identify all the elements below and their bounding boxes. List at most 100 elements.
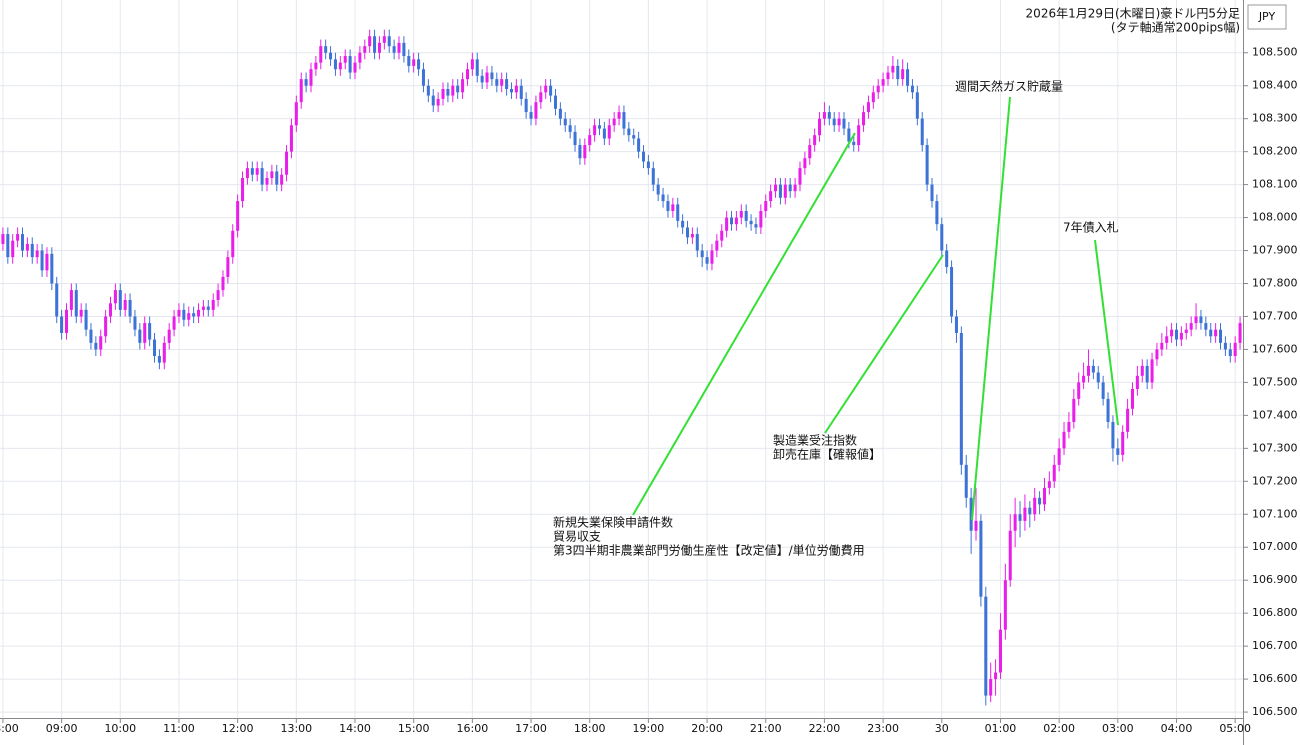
candle-body: [1121, 431, 1125, 455]
candle-body: [681, 220, 685, 228]
candle-body: [69, 290, 73, 310]
candle-body: [250, 168, 254, 175]
candle-body: [607, 125, 611, 139]
candle-body: [612, 118, 616, 126]
candle-body: [979, 520, 983, 597]
candle-body: [646, 161, 650, 169]
candle-body: [862, 112, 866, 126]
candle-body: [1052, 464, 1056, 482]
candle-body: [866, 102, 870, 113]
candle-body: [822, 112, 826, 119]
candle-body: [573, 131, 577, 146]
x-tick-label: 23:00: [867, 722, 899, 735]
candle-body: [11, 240, 15, 258]
y-tick-label: 107.500: [1252, 375, 1298, 388]
candle-body: [1214, 329, 1218, 337]
candle-body: [113, 290, 117, 304]
x-tick-label: 18:00: [574, 722, 606, 735]
candle-body: [676, 204, 680, 221]
candle-body: [358, 52, 362, 63]
candle-body: [539, 92, 543, 103]
candle-body: [656, 184, 660, 195]
y-tick-label: 108.000: [1252, 211, 1298, 224]
candle-body: [206, 306, 210, 310]
annotation-text: 貿易収支: [553, 530, 601, 544]
candle-body: [661, 194, 665, 202]
candle-body: [920, 118, 924, 146]
x-tick-label: 14:00: [339, 722, 371, 735]
candle-body: [402, 42, 406, 57]
x-tick-label: 04:00: [1161, 722, 1193, 735]
candle-body: [514, 85, 518, 93]
candle-body: [945, 250, 949, 268]
candle-body: [1013, 514, 1017, 531]
x-tick-label: 08:00: [0, 722, 19, 735]
y-tick-label: 107.800: [1252, 277, 1298, 290]
x-tick-label: 05:00: [1219, 722, 1251, 735]
candle-body: [700, 250, 704, 258]
candle-body: [451, 85, 455, 96]
candle-body: [998, 629, 1002, 673]
candle-body: [588, 135, 592, 146]
candle-body: [759, 210, 763, 228]
candle-body: [847, 128, 851, 142]
candle-body: [774, 184, 778, 192]
candle-body: [954, 316, 958, 333]
candle-body: [725, 217, 729, 231]
candle-body: [710, 250, 714, 264]
candle-body: [695, 234, 699, 251]
candle-body: [60, 316, 64, 333]
candle-body: [891, 65, 895, 73]
candle-body: [637, 138, 641, 152]
candle-body: [35, 250, 39, 258]
candle-body: [935, 201, 939, 225]
candle-body: [148, 323, 152, 340]
currency-label: JPY: [1258, 10, 1276, 23]
y-tick-label: 107.400: [1252, 408, 1298, 421]
candle-body: [412, 59, 416, 66]
candle-body: [1047, 481, 1051, 488]
y-tick-label: 106.900: [1252, 573, 1298, 586]
candle-body: [690, 234, 694, 238]
candle-body: [104, 316, 108, 337]
candle-body: [901, 69, 905, 80]
candle-body: [1028, 507, 1032, 515]
candle-body: [16, 234, 20, 241]
candle-body: [343, 56, 347, 63]
candle-body: [1067, 421, 1071, 432]
candle-body: [324, 46, 328, 53]
candle-body: [1086, 365, 1090, 376]
annotation-text: 新規失業保険申請件数: [553, 515, 673, 530]
axes: 106.500 106.600 106.700 106.800 106.900 107.0…: [0, 46, 1298, 735]
candle-body: [456, 85, 460, 93]
candles: [1, 29, 1242, 706]
candle-body: [793, 184, 797, 192]
candle-body: [89, 329, 93, 343]
candle-body: [734, 217, 738, 225]
candle-body: [524, 98, 528, 113]
candle-body: [769, 191, 773, 202]
candle-body: [45, 253, 49, 271]
candle-body: [368, 36, 372, 47]
candle-body: [798, 168, 802, 185]
candle-body: [910, 85, 914, 93]
candle-body: [275, 171, 279, 185]
candle-body: [392, 46, 396, 53]
candle-body: [1218, 329, 1223, 343]
y-tick-label: 108.200: [1252, 145, 1298, 158]
candle-body: [299, 79, 303, 103]
candle-body: [553, 95, 558, 109]
candle-body: [329, 52, 333, 60]
candle-body: [480, 75, 484, 83]
y-tick-label: 107.600: [1252, 342, 1298, 355]
candle-body: [426, 85, 430, 96]
candle-body: [857, 125, 861, 146]
candle-body: [108, 303, 113, 317]
candle-body: [519, 85, 523, 99]
y-tick-label: 106.700: [1252, 639, 1298, 652]
candle-body: [1199, 316, 1203, 324]
candle-body: [373, 36, 377, 53]
candle-body: [1, 234, 5, 244]
candle-body: [187, 313, 191, 320]
candle-body: [871, 92, 875, 103]
